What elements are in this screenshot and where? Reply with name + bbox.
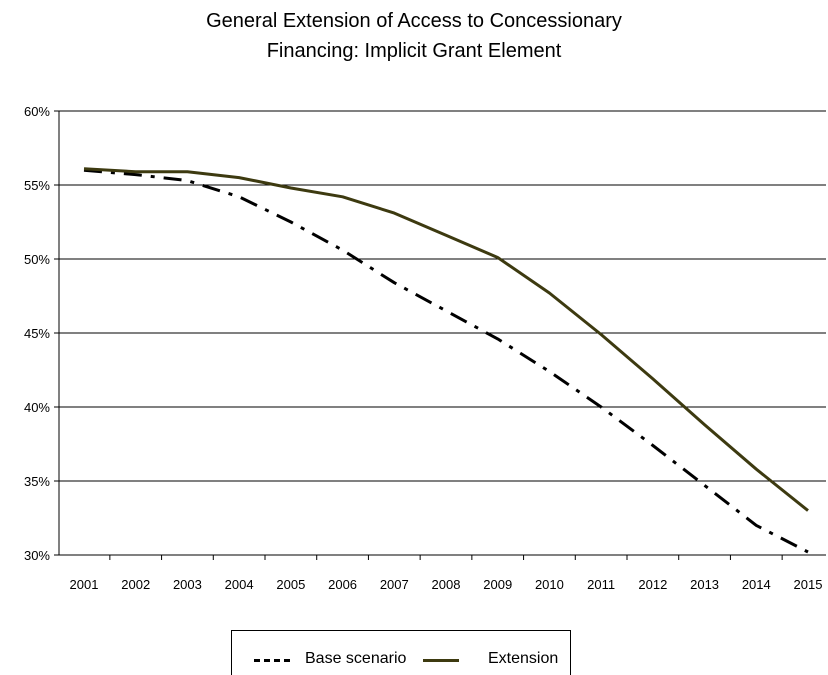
x-tick-label-2005: 2005 (276, 577, 305, 592)
x-tick-label-2003: 2003 (173, 577, 202, 592)
y-tick-label-50: 50% (24, 252, 50, 267)
line-chart: 30% 35% 40% 45% 50% 55% 60% 2001 2002 2003 2004 200… (24, 104, 826, 592)
legend-base-scenario-swatch (254, 659, 290, 662)
y-tick-label-30: 30% (24, 548, 50, 563)
x-tick-label-2015: 2015 (794, 577, 823, 592)
y-tick-label-55: 55% (24, 178, 50, 193)
chart-title-line-1: General Extension of Access to Concessio… (206, 10, 622, 32)
x-tick-label-2010: 2010 (535, 577, 564, 592)
legend-base-scenario-label: Base scenario (305, 650, 407, 667)
x-tick-label-2008: 2008 (432, 577, 461, 592)
y-tick-label-60: 60% (24, 104, 50, 119)
legend-extension-swatch (423, 659, 459, 662)
y-tick-label-45: 45% (24, 326, 50, 341)
y-tick-label-40: 40% (24, 400, 50, 415)
x-tick-label-2004: 2004 (225, 577, 254, 592)
chart-title-line-2: Financing: Implicit Grant Element (266, 40, 562, 62)
legend-extension-label: Extension (488, 650, 559, 667)
x-tick-label-2007: 2007 (380, 577, 409, 592)
legend: Base scenario Extension (231, 630, 571, 675)
x-tick-label-2009: 2009 (483, 577, 512, 592)
x-tick-label-2013: 2013 (690, 577, 719, 592)
series-line-extension (83, 167, 809, 512)
x-tick-label-2011: 2011 (587, 577, 615, 592)
x-tick-label-2014: 2014 (742, 577, 771, 592)
series-line-base-scenario (83, 168, 809, 554)
x-tick-label-2002: 2002 (121, 577, 150, 592)
x-tick-label-2001: 2001 (70, 577, 99, 592)
x-tick-label-2012: 2012 (638, 577, 667, 592)
y-tick-label-35: 35% (24, 474, 50, 489)
x-tick-label-2006: 2006 (328, 577, 357, 592)
